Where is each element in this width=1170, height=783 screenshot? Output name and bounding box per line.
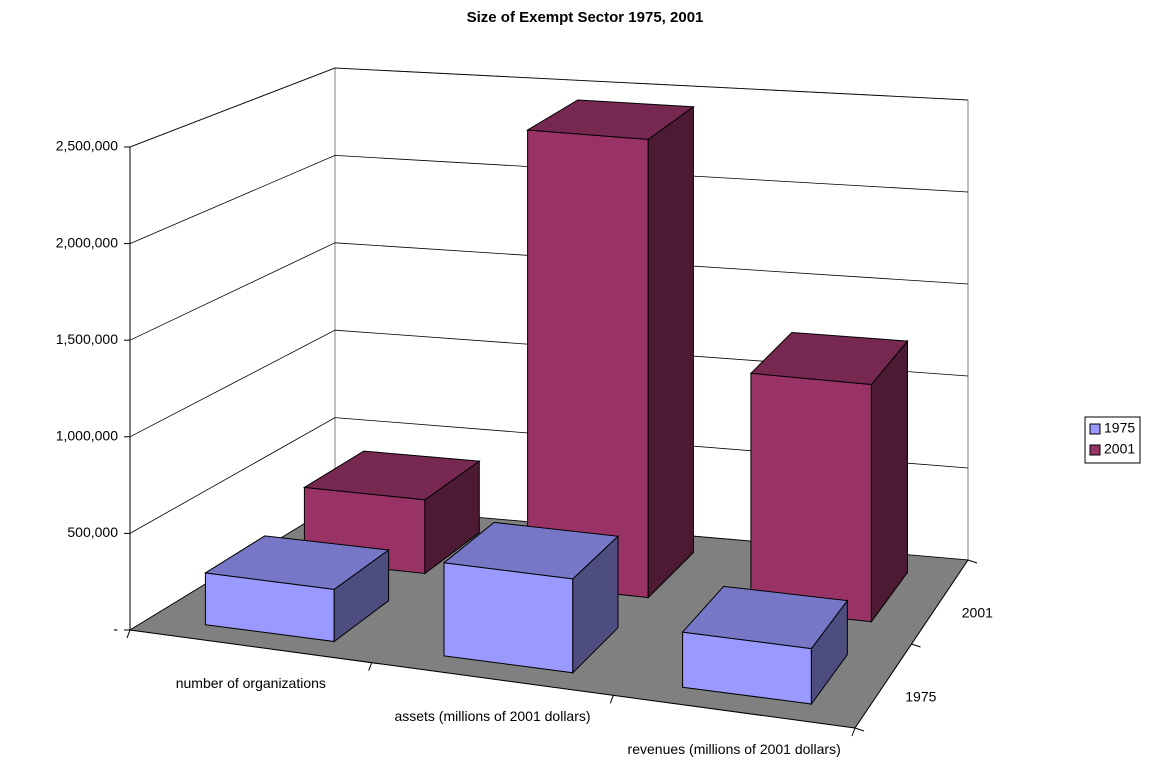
bar-top (442, 521, 620, 580)
depth-tick (967, 559, 978, 564)
bar-front (750, 372, 872, 623)
grid-line (129, 154, 969, 244)
grid-line (129, 242, 969, 341)
y-tick-label: - (113, 621, 118, 637)
bar-side (870, 339, 908, 624)
legend-swatch (1089, 444, 1101, 456)
bar-front (443, 562, 574, 674)
depth-tick (911, 643, 921, 648)
bar-top (302, 450, 481, 501)
bar-top (681, 585, 849, 650)
bar-front (527, 129, 649, 599)
x-axis (129, 629, 856, 729)
legend-swatch (1089, 423, 1101, 435)
bar (525, 99, 695, 599)
depth-tick-label: 1975 (905, 689, 936, 705)
x-tick-label: number of organizations (175, 675, 326, 692)
x-tick (126, 629, 131, 639)
x-tick-label: revenues (millions of 2001 dollars) (627, 740, 841, 757)
x-tick-label: assets (millions of 2001 dollars) (394, 708, 591, 724)
legend-label: 2001 (1104, 441, 1135, 457)
bar (681, 585, 849, 706)
x-tick (368, 662, 373, 671)
chart-title: Size of Exempt Sector 1975, 2001 (467, 9, 704, 26)
grid-line (129, 329, 969, 438)
bar-top (525, 99, 695, 140)
x-tick (851, 727, 856, 737)
bar (749, 331, 909, 624)
bar-side (647, 105, 694, 599)
y-tick-label: 2,500,000 (56, 138, 118, 154)
bar (203, 535, 390, 643)
legend-label: 1975 (1104, 420, 1135, 436)
bar (442, 521, 620, 675)
y-tick-label: 1,000,000 (56, 428, 118, 444)
depth-tick-label: 2001 (962, 605, 993, 621)
y-tick-label: 2,000,000 (56, 234, 118, 250)
y-tick-label: 1,500,000 (56, 331, 118, 347)
y-tick-label: 500,000 (67, 524, 118, 540)
x-tick (609, 695, 614, 704)
depth-tick (854, 727, 865, 732)
bar-top (203, 535, 390, 590)
grid-line (129, 67, 969, 148)
bar-top (749, 331, 909, 386)
